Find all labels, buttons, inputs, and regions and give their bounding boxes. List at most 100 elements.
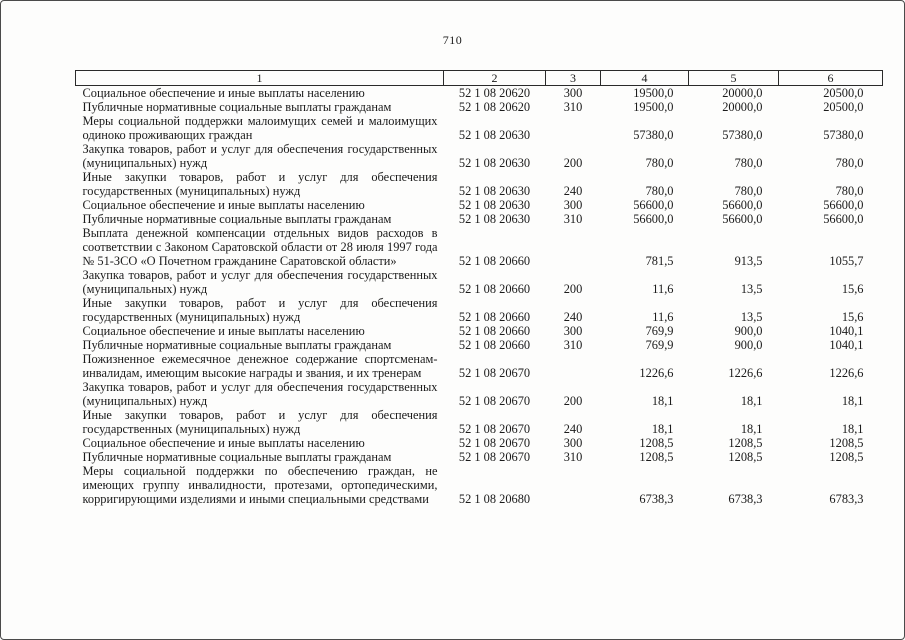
amount-cell-col5: 6738,3 (728, 492, 763, 506)
code-cell: 52 1 08 20630 (458, 212, 531, 226)
name-cell: Выплата денежной компенсации отдельных в… (82, 226, 438, 268)
amount-cell-col6: 15,6 (841, 310, 864, 324)
expense-type-cell: 200 (563, 282, 583, 296)
table-row: Меры социальной поддержки малоимущих сем… (76, 114, 883, 142)
code-cell: 52 1 08 20630 (458, 184, 531, 198)
expense-type-cell: 200 (563, 156, 583, 170)
amount-cell-col5: 18,1 (740, 394, 763, 408)
name-cell: Пожизненное ежемесячное денежное содержа… (82, 352, 438, 380)
expense-type-cell: 310 (563, 100, 583, 114)
amount-cell-col6: 15,6 (841, 282, 864, 296)
amount-cell-col5: 13,5 (740, 282, 763, 296)
name-cell: Закупка товаров, работ и услуг для обесп… (82, 142, 438, 170)
amount-cell-col6: 1055,7 (829, 254, 864, 268)
code-cell: 52 1 08 20660 (458, 254, 531, 268)
page-number: 710 (442, 33, 463, 47)
amount-cell-col5: 13,5 (740, 310, 763, 324)
table-row: Закупка товаров, работ и услуг для обесп… (76, 268, 883, 296)
code-cell: 52 1 08 20630 (458, 156, 531, 170)
amount-cell-col5: 900,0 (734, 338, 763, 352)
table-row: Публичные нормативные социальные выплаты… (76, 100, 883, 114)
code-cell: 52 1 08 20670 (458, 422, 531, 436)
amount-cell-col4: 18,1 (651, 394, 674, 408)
code-cell: 52 1 08 20660 (458, 282, 531, 296)
code-cell: 52 1 08 20670 (458, 366, 531, 380)
code-cell: 52 1 08 20630 (458, 128, 531, 142)
expense-type-cell: 310 (563, 212, 583, 226)
name-cell: Социальное обеспечение и иные выплаты на… (82, 86, 365, 100)
name-cell: Иные закупки товаров, работ и услуг для … (82, 296, 438, 324)
table-row: Закупка товаров, работ и услуг для обесп… (76, 142, 883, 170)
expense-type-cell (546, 352, 601, 380)
code-cell: 52 1 08 20620 (458, 100, 531, 114)
table-row: Социальное обеспечение и иные выплаты на… (76, 324, 883, 338)
expense-type-cell: 310 (563, 450, 583, 464)
name-cell: Меры социальной поддержки малоимущих сем… (82, 114, 438, 142)
table-row: Меры социальной поддержки по обеспечению… (76, 464, 883, 506)
amount-cell-col5: 56600,0 (722, 198, 763, 212)
table-row: Иные закупки товаров, работ и услуг для … (76, 408, 883, 436)
amount-cell-col5: 1208,5 (728, 436, 763, 450)
amount-cell-col4: 1208,5 (639, 450, 674, 464)
amount-cell-col4: 769,9 (645, 338, 674, 352)
name-cell: Закупка товаров, работ и услуг для обесп… (82, 380, 438, 408)
code-cell: 52 1 08 20680 (458, 492, 531, 506)
amount-cell-col4: 18,1 (651, 422, 674, 436)
expense-type-cell: 240 (563, 422, 583, 436)
amount-cell-col4: 1208,5 (639, 436, 674, 450)
code-cell: 52 1 08 20660 (458, 324, 531, 338)
code-cell: 52 1 08 20630 (458, 198, 531, 212)
amount-cell-col4: 57380,0 (633, 128, 674, 142)
code-cell: 52 1 08 20620 (458, 86, 531, 100)
amount-cell-col6: 20500,0 (823, 86, 864, 100)
amount-cell-col6: 18,1 (841, 422, 864, 436)
amount-cell-col4: 56600,0 (633, 212, 674, 226)
column-header-3: 3 (545, 70, 601, 86)
expense-type-cell: 300 (563, 86, 583, 100)
amount-cell-col5: 18,1 (740, 422, 763, 436)
code-cell: 52 1 08 20660 (458, 310, 531, 324)
expense-type-cell: 300 (563, 324, 583, 338)
table-row: Социальное обеспечение и иные выплаты на… (76, 436, 883, 450)
amount-cell-col4: 780,0 (645, 156, 674, 170)
expense-type-cell: 300 (563, 436, 583, 450)
table-body: Социальное обеспечение и иные выплаты на… (76, 86, 883, 506)
table-row: Социальное обеспечение и иные выплаты на… (76, 198, 883, 212)
code-cell: 52 1 08 20670 (458, 450, 531, 464)
name-cell: Публичные нормативные социальные выплаты… (82, 338, 392, 352)
expense-type-cell (546, 226, 601, 268)
amount-cell-col4: 781,5 (645, 254, 674, 268)
amount-cell-col4: 11,6 (652, 282, 674, 296)
code-cell: 52 1 08 20670 (458, 394, 531, 408)
expense-type-cell: 240 (563, 310, 583, 324)
amount-cell-col5: 1208,5 (728, 450, 763, 464)
amount-cell-col5: 780,0 (734, 156, 763, 170)
amount-cell-col6: 1208,5 (829, 450, 864, 464)
table-row: Закупка товаров, работ и услуг для обесп… (76, 380, 883, 408)
amount-cell-col6: 18,1 (841, 394, 864, 408)
amount-cell-col6: 1208,5 (829, 436, 864, 450)
amount-cell-col4: 769,9 (645, 324, 674, 338)
amount-cell-col6: 1040,1 (829, 338, 864, 352)
amount-cell-col4: 1226,6 (639, 366, 674, 380)
expense-type-cell: 300 (563, 198, 583, 212)
amount-cell-col4: 56600,0 (633, 198, 674, 212)
amount-cell-col6: 1040,1 (829, 324, 864, 338)
amount-cell-col4: 780,0 (645, 184, 674, 198)
table-row: Иные закупки товаров, работ и услуг для … (76, 170, 883, 198)
table-row: Публичные нормативные социальные выплаты… (76, 338, 883, 352)
column-header-6: 6 (778, 70, 883, 86)
amount-cell-col5: 1226,6 (728, 366, 763, 380)
table-row: Иные закупки товаров, работ и услуг для … (76, 296, 883, 324)
table-row: Публичные нормативные социальные выплаты… (76, 450, 883, 464)
name-cell: Публичные нормативные социальные выплаты… (82, 212, 392, 226)
name-cell: Социальное обеспечение и иные выплаты на… (82, 324, 365, 338)
expense-type-cell: 200 (563, 394, 583, 408)
name-cell: Иные закупки товаров, работ и услуг для … (82, 170, 438, 198)
expense-type-cell: 240 (563, 184, 583, 198)
name-cell: Публичные нормативные социальные выплаты… (82, 100, 392, 114)
table-header-row: 1 2 3 4 5 6 (75, 70, 883, 86)
column-header-2: 2 (443, 70, 546, 86)
expense-type-cell (546, 114, 601, 142)
amount-cell-col4: 19500,0 (633, 100, 674, 114)
